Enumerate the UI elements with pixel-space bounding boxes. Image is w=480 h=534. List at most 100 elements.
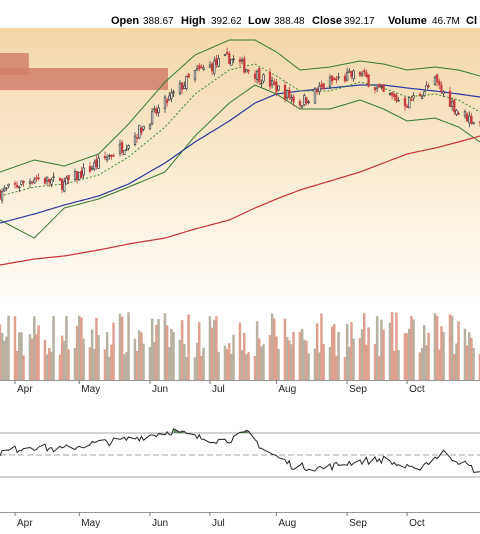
candle-body xyxy=(150,111,154,124)
candle-body xyxy=(193,70,197,80)
volume-bar xyxy=(438,349,441,380)
volume-bar xyxy=(135,351,139,380)
volume-bar xyxy=(463,328,467,380)
candle-body xyxy=(185,76,188,89)
volume-bar xyxy=(313,348,317,380)
sma-short-line xyxy=(0,63,480,197)
candle-body xyxy=(50,179,53,185)
volume-bar xyxy=(397,350,400,380)
volume-bar xyxy=(288,340,291,380)
volume-bar xyxy=(300,328,304,380)
volume-bar xyxy=(0,333,4,380)
candle-body xyxy=(7,183,10,187)
volume-bar xyxy=(470,337,473,380)
candle-body xyxy=(3,188,6,192)
candle-body xyxy=(300,105,304,108)
high-value: 392.62 xyxy=(211,16,242,27)
month-tick-label: May xyxy=(81,384,100,395)
volume-by-price xyxy=(0,53,168,90)
volume-bar xyxy=(112,322,115,380)
candle-body xyxy=(163,96,167,109)
volume-bar xyxy=(202,347,205,380)
open-label: Open xyxy=(111,15,139,27)
candle-body xyxy=(225,51,229,55)
month-tick-label: Jun xyxy=(152,384,168,395)
candle-body xyxy=(273,81,276,85)
truncated-label: Cl xyxy=(466,15,477,27)
month-axis-bottom: Apr May Jun Jul Aug Sep Oct xyxy=(14,512,425,529)
candle-body xyxy=(183,85,186,89)
volume-bar xyxy=(97,335,100,380)
candle-body xyxy=(125,149,128,151)
volume-bar xyxy=(395,312,398,380)
volume-bar xyxy=(457,321,460,380)
volume-bar xyxy=(120,316,124,380)
candle-body xyxy=(352,70,355,80)
volume-bar xyxy=(442,332,445,380)
volume-bar xyxy=(65,316,68,380)
volume-bar xyxy=(133,338,137,380)
volume-bar xyxy=(358,338,362,380)
candle-body xyxy=(97,157,100,169)
candle-body xyxy=(37,177,40,180)
candle-body xyxy=(253,73,257,79)
volume-bar xyxy=(408,328,411,380)
candle-body xyxy=(5,187,8,189)
candle-body xyxy=(433,77,437,85)
volume-bar xyxy=(28,334,32,380)
candle-body xyxy=(337,76,340,79)
volume-bar xyxy=(247,352,250,380)
candle-body xyxy=(153,108,156,111)
oscillator-line xyxy=(0,427,480,473)
open-value: 388.67 xyxy=(143,16,174,27)
candle-body xyxy=(155,108,158,114)
candle-body xyxy=(258,67,261,83)
candle-body xyxy=(315,89,319,93)
candle-body xyxy=(110,154,113,157)
candle-body xyxy=(142,125,145,130)
volume-bar xyxy=(238,322,242,380)
volume-bar xyxy=(178,339,182,380)
candle-body xyxy=(375,86,379,89)
candle-body xyxy=(138,125,141,139)
candle-body xyxy=(427,85,430,88)
candle-body xyxy=(30,181,34,184)
month-tick-label: Jul xyxy=(212,518,225,529)
candle-body xyxy=(333,77,336,81)
volume-bar xyxy=(390,312,394,380)
volume-bar xyxy=(95,317,98,380)
volume-bar xyxy=(217,352,220,380)
oscillator-plot xyxy=(0,427,480,478)
candle-body xyxy=(378,83,381,88)
volume-bar xyxy=(148,347,152,380)
volume-bar xyxy=(125,351,128,380)
volume-bar xyxy=(7,315,10,380)
candle-body xyxy=(135,137,139,139)
candle-body xyxy=(335,78,338,81)
candle-body xyxy=(13,182,17,185)
candle-body xyxy=(247,69,250,72)
candle-body xyxy=(472,122,475,125)
volume-bar xyxy=(270,313,274,380)
candle-body xyxy=(455,109,458,115)
volume-bar xyxy=(140,332,143,380)
candle-body xyxy=(148,124,152,130)
volume-bar xyxy=(93,348,96,380)
candle-body xyxy=(243,58,246,73)
candle-body xyxy=(390,92,394,96)
candle-body xyxy=(15,184,19,188)
candle-body xyxy=(468,115,471,124)
candle-body xyxy=(208,64,212,68)
volume-bar xyxy=(183,343,186,380)
candle-body xyxy=(313,88,317,104)
volume-bar xyxy=(88,347,92,380)
volume-bar xyxy=(43,340,47,380)
volume-bar xyxy=(228,343,231,380)
candle-body xyxy=(395,95,398,102)
candle-body xyxy=(238,59,242,63)
candle-body xyxy=(260,82,263,85)
volume-bar xyxy=(187,314,190,380)
volume-bar xyxy=(165,325,169,380)
volume-bar xyxy=(328,347,332,380)
candle-body xyxy=(0,191,4,201)
